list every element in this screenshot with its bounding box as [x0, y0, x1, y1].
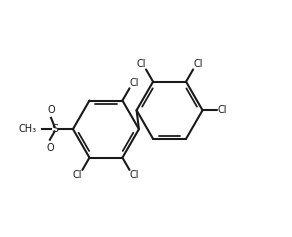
Text: Cl: Cl — [130, 170, 139, 180]
Text: Cl: Cl — [72, 170, 82, 180]
Text: Cl: Cl — [217, 105, 227, 115]
Text: Cl: Cl — [130, 78, 139, 88]
Text: O: O — [46, 143, 54, 153]
Text: O: O — [47, 105, 55, 115]
Text: S: S — [51, 124, 58, 134]
Text: Cl: Cl — [136, 59, 146, 69]
Text: Cl: Cl — [194, 59, 203, 69]
Text: CH₃: CH₃ — [18, 124, 36, 134]
